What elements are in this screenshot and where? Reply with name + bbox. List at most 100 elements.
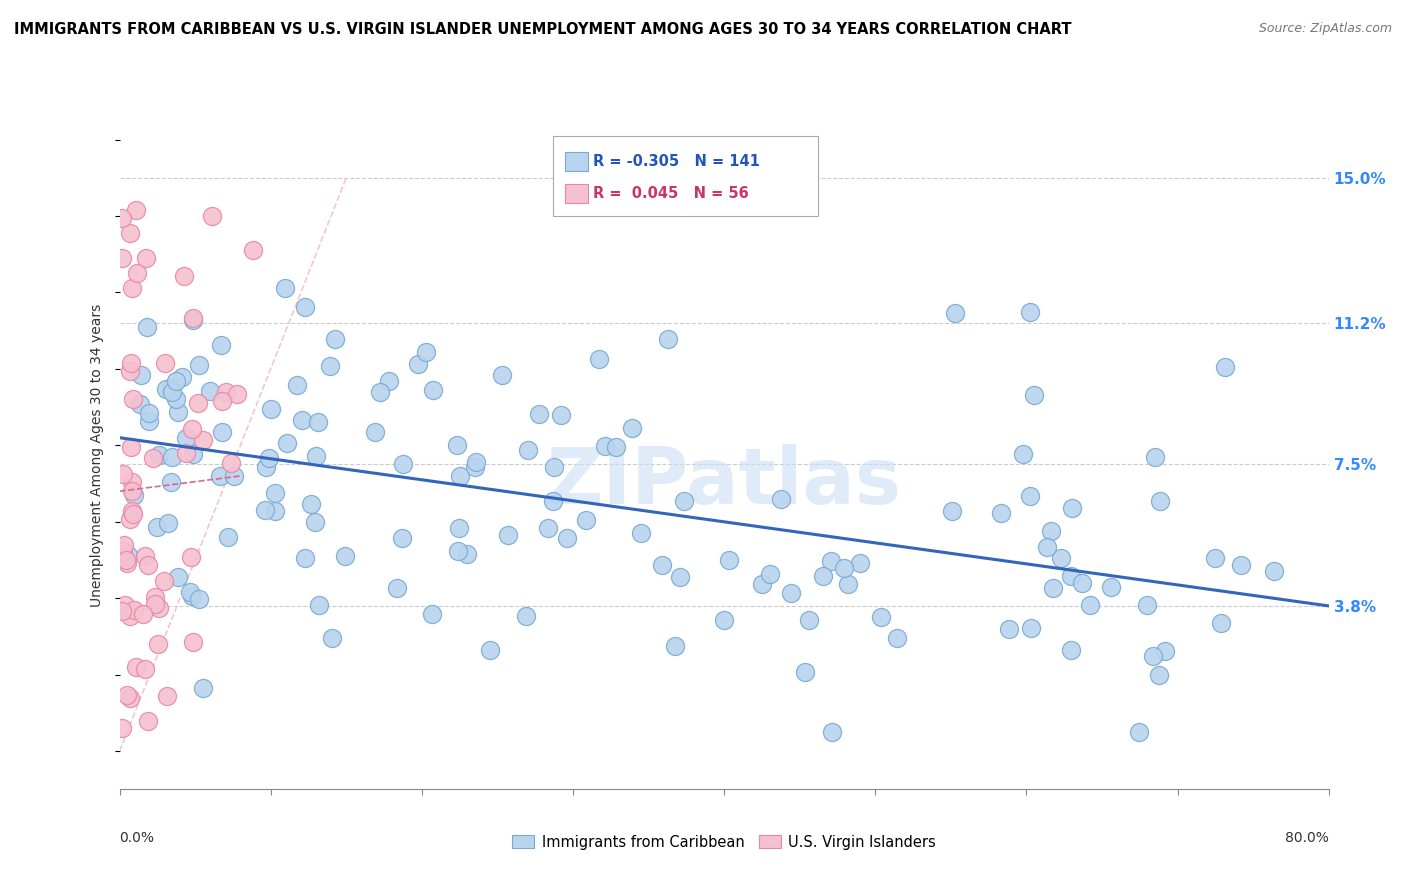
Point [305,449,328,463]
Point [415,344,437,359]
Point [136,319,159,334]
Point [263,485,285,500]
Point [187,396,209,410]
Point [821,725,844,739]
Point [211,393,233,408]
Point [142,450,165,465]
Point [118,226,141,240]
Point [111,604,134,618]
Point [849,556,872,570]
Point [136,714,159,728]
Point [114,598,136,612]
Point [148,448,170,462]
Point [160,475,183,489]
Point [121,483,143,498]
Point [152,574,174,588]
Point [129,368,152,382]
Point [588,351,610,366]
Point [820,554,842,568]
Point [1019,621,1042,635]
Point [134,662,156,676]
Point [120,356,142,370]
Text: R =  0.045   N = 56: R = 0.045 N = 56 [593,186,749,201]
Point [1101,580,1123,594]
Point [527,407,550,421]
Point [543,459,565,474]
Point [1142,648,1164,663]
Text: IMMIGRANTS FROM CARIBBEAN VS U.S. VIRGIN ISLANDER UNEMPLOYMENT AMONG AGES 30 TO : IMMIGRANTS FROM CARIBBEAN VS U.S. VIRGIN… [14,22,1071,37]
Point [167,570,190,584]
Point [516,442,538,457]
Point [165,374,187,388]
Point [217,530,239,544]
Point [446,437,468,451]
Point [550,408,572,422]
Point [664,639,686,653]
Point [118,364,141,378]
Point [1060,642,1083,657]
Point [253,502,276,516]
Legend: Immigrants from Caribbean, U.S. Virgin Islanders: Immigrants from Caribbean, U.S. Virgin I… [506,829,942,855]
Point [287,377,309,392]
Point [621,421,644,435]
Point [172,370,194,384]
Point [225,387,247,401]
Point [1060,569,1083,583]
Point [651,558,673,573]
Point [115,688,138,702]
Point [447,521,470,535]
Point [121,475,143,489]
Point [242,243,264,257]
Point [122,392,145,406]
Point [1019,489,1042,503]
Point [254,459,277,474]
Point [198,384,221,399]
Text: Source: ZipAtlas.com: Source: ZipAtlas.com [1258,22,1392,36]
Point [1040,524,1063,539]
Point [215,384,238,399]
Point [630,525,652,540]
Point [422,383,444,397]
Point [174,445,197,459]
Point [224,469,246,483]
Point [672,494,695,508]
Point [496,528,519,542]
Point [138,405,160,419]
Point [181,312,204,326]
Point [941,504,963,518]
Point [188,592,211,607]
Point [181,422,204,436]
Point [1204,551,1226,566]
Point [191,681,214,695]
Point [117,556,139,570]
Point [456,548,478,562]
Point [1050,550,1073,565]
Point [153,356,176,370]
Point [368,384,391,399]
Point [758,566,780,581]
Point [181,635,204,649]
Point [555,532,578,546]
Point [1019,305,1042,319]
Point [990,506,1012,520]
Point [134,549,156,563]
Point [115,553,138,567]
Point [291,413,314,427]
Point [165,392,187,407]
Point [125,203,148,218]
Point [770,491,793,506]
Point [1070,576,1092,591]
Point [464,459,486,474]
Point [515,608,537,623]
Point [146,637,169,651]
Point [276,436,298,450]
Point [447,544,470,558]
Point [155,382,177,396]
Point [1012,447,1035,461]
Point [304,516,326,530]
Point [1263,564,1285,578]
Point [450,469,472,483]
Point [943,306,966,320]
Point [541,494,564,508]
Point [156,690,179,704]
